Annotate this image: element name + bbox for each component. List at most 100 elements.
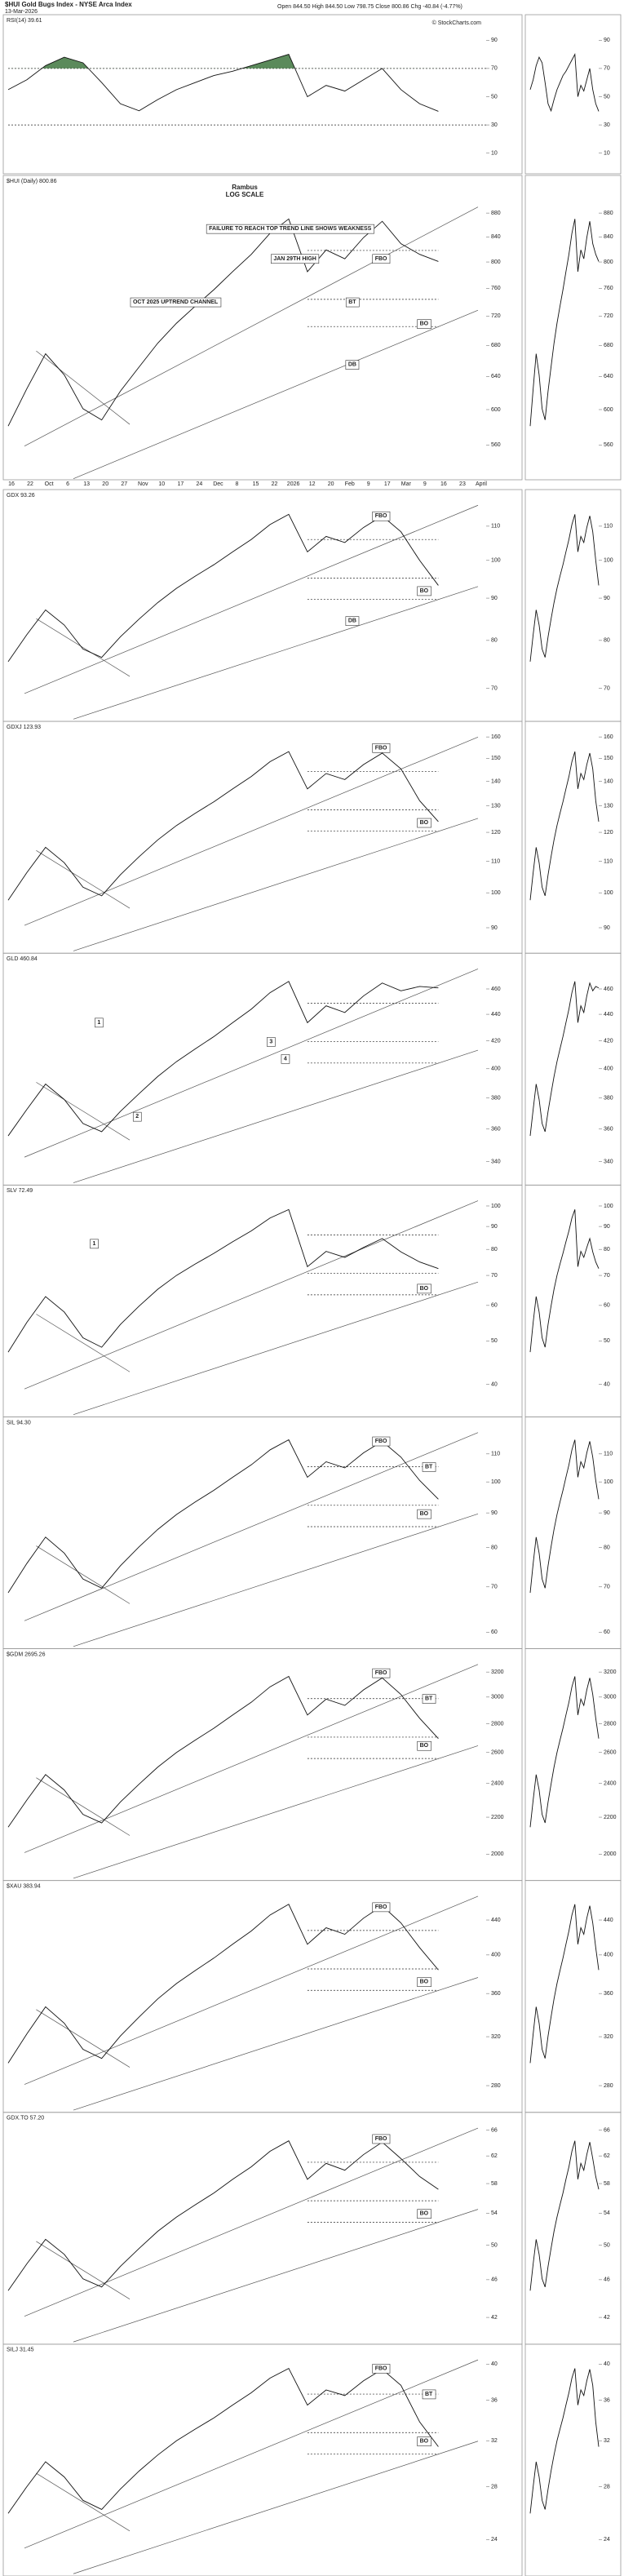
annotation-label: 2 xyxy=(135,1114,139,1120)
x-tick-label: Mar xyxy=(401,481,412,487)
y-tick-label: 280 xyxy=(491,2083,501,2089)
y-tick-label: 90 xyxy=(491,38,498,43)
inset-price-line xyxy=(529,1676,600,1828)
y-tick-label: 70 xyxy=(491,1273,498,1279)
x-tick-label: 8 xyxy=(236,481,239,487)
annotation-box xyxy=(417,1284,431,1294)
panel-label: GDX 93.26 xyxy=(7,493,35,499)
price-line xyxy=(7,1439,439,1594)
annotation-label: FAILURE TO REACH TOP TREND LINE SHOWS WE… xyxy=(209,226,371,232)
y-tick-label: 600 xyxy=(491,407,501,413)
annotation-box xyxy=(372,1902,391,1913)
annotation-box xyxy=(422,1694,436,1704)
price-line xyxy=(7,1208,439,1353)
annotation-box xyxy=(422,2389,436,2400)
y-tick-label: 110 xyxy=(491,1452,500,1457)
x-tick-label: 20 xyxy=(102,481,108,487)
trend-line xyxy=(36,849,131,909)
inset-y-tick-label: 110 xyxy=(604,524,613,530)
y-tick-label: 100 xyxy=(491,558,501,564)
channel-line xyxy=(24,1200,479,1390)
y-tick-label: 400 xyxy=(491,1953,501,1958)
annotation-label: FBO xyxy=(375,1439,387,1444)
y-tick-label: 3000 xyxy=(491,1695,504,1700)
inset-y-tick-label: 2600 xyxy=(604,1750,617,1756)
inset-y-tick-label: 400 xyxy=(604,1066,613,1072)
panel-frame xyxy=(2,720,523,954)
annotation: BO xyxy=(417,1740,431,1751)
annotation: 4 xyxy=(281,1054,290,1064)
panel-frame xyxy=(2,2343,523,2576)
y-tick-label: 66 xyxy=(491,2127,498,2133)
annotation-label: 4 xyxy=(284,1056,287,1062)
x-tick-label: 22 xyxy=(272,481,278,487)
annotation-box xyxy=(267,1037,276,1047)
channel-line xyxy=(73,1513,479,1647)
x-tick-label: 23 xyxy=(459,481,466,487)
channel-line xyxy=(73,1281,479,1416)
y-tick-label: 36 xyxy=(491,2397,498,2403)
annotation-box xyxy=(417,2436,431,2446)
x-tick-label: April xyxy=(476,481,487,487)
price-line xyxy=(7,513,439,663)
inset-y-tick-label: 30 xyxy=(604,122,610,128)
annotation-label: BT xyxy=(348,299,356,305)
inset-y-tick-label: 60 xyxy=(604,1629,610,1635)
inset-price-line xyxy=(529,2140,600,2291)
inset-price-line xyxy=(529,219,600,427)
inset-y-tick-label: 46 xyxy=(604,2277,610,2283)
inset-y-tick-label: 100 xyxy=(604,890,613,896)
chart-title: Rambus xyxy=(232,184,258,191)
inset-y-tick-label: 62 xyxy=(604,2153,610,2159)
annotation-box xyxy=(345,616,360,626)
x-tick-label: 27 xyxy=(121,481,127,487)
panel-label: GLD 460.84 xyxy=(7,956,38,962)
inset-price-line xyxy=(529,2368,600,2514)
y-tick-label: 460 xyxy=(491,987,501,992)
inset-y-tick-label: 140 xyxy=(604,778,613,784)
annotation: FBO xyxy=(372,511,391,521)
trend-line xyxy=(36,2009,131,2068)
channel-line xyxy=(73,1745,479,1879)
trend-line xyxy=(36,2241,131,2300)
annotation-label: FBO xyxy=(375,1904,387,1910)
channel-line xyxy=(73,2441,479,2574)
panel-frame xyxy=(2,175,523,481)
header-title: $HUI Gold Bugs Index - NYSE Arca Index xyxy=(5,1,132,8)
y-tick-label: 2200 xyxy=(491,1815,504,1820)
inset-y-tick-label: 840 xyxy=(604,234,613,240)
inset-y-tick-label: 42 xyxy=(604,2315,610,2321)
inset-y-tick-label: 54 xyxy=(604,2210,610,2216)
annotation-label: DB xyxy=(348,619,356,624)
annotation: BT xyxy=(422,2389,436,2400)
annotation: BO xyxy=(417,586,431,596)
y-tick-label: 50 xyxy=(491,2242,498,2248)
annotation-box xyxy=(417,1509,431,1519)
channel-line xyxy=(24,2359,479,2549)
annotation-label: FBO xyxy=(375,256,387,262)
inset-y-tick-label: 160 xyxy=(604,734,613,740)
y-tick-label: 340 xyxy=(491,1159,501,1164)
inset-y-tick-label: 3000 xyxy=(604,1695,617,1700)
overbought-area xyxy=(8,54,439,69)
annotation: FBO xyxy=(372,2134,391,2144)
inset-y-tick-label: 100 xyxy=(604,558,613,564)
y-tick-label: 60 xyxy=(491,1303,498,1309)
inset-y-tick-label: 90 xyxy=(604,1224,610,1230)
chart-subtitle: LOG SCALE xyxy=(226,191,264,198)
inset-y-tick-label: 2800 xyxy=(604,1721,617,1727)
y-tick-label: 100 xyxy=(491,1479,501,1485)
price-line xyxy=(7,2367,439,2514)
y-tick-label: 90 xyxy=(491,1510,498,1516)
y-tick-label: 2000 xyxy=(491,1851,504,1857)
inset-y-tick-label: 130 xyxy=(604,803,613,809)
inset-y-tick-label: 380 xyxy=(604,1095,613,1101)
y-tick-label: 760 xyxy=(491,286,501,291)
panel-label: SIL 94.30 xyxy=(7,1420,31,1425)
inset-price-line xyxy=(529,52,600,113)
inset-y-tick-label: 360 xyxy=(604,1126,613,1132)
x-tick-label: 16 xyxy=(440,481,447,487)
y-tick-label: 62 xyxy=(491,2153,498,2159)
inset-y-tick-label: 640 xyxy=(604,374,613,379)
inset-y-tick-label: 80 xyxy=(604,638,610,644)
